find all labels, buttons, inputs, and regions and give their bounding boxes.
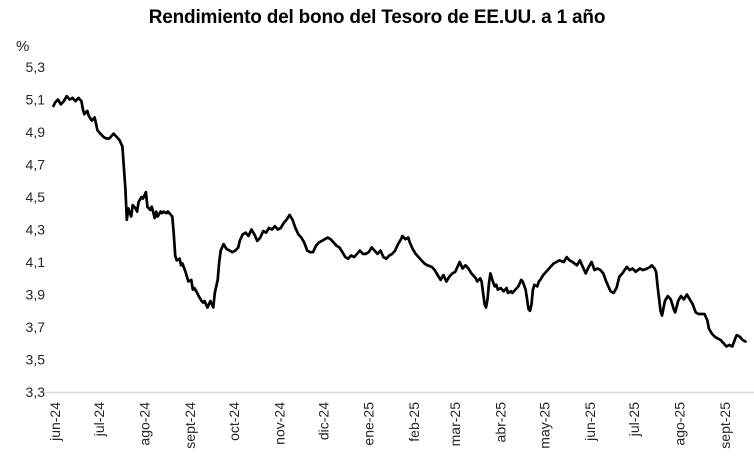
y-tick-label: 3,7 (26, 319, 46, 335)
x-tick-label: ago-24 (136, 402, 152, 446)
y-tick-label: 4,3 (26, 222, 46, 238)
y-tick-label: 4,7 (26, 157, 46, 173)
y-tick-label: 4,9 (26, 124, 46, 140)
chart-title: Rendimiento del bono del Tesoro de EE.UU… (148, 7, 606, 28)
x-tick-label: dic-24 (315, 402, 331, 440)
treasury-yield-line (52, 94, 747, 348)
x-tick-label: oct-24 (226, 402, 242, 441)
y-tick-label: 4,1 (26, 254, 46, 270)
y-axis-unit-label: % (16, 38, 30, 55)
x-tick-label: jun-24 (47, 402, 63, 442)
y-tick-label: 3,5 (26, 352, 46, 368)
x-tick-label: jul-24 (91, 402, 107, 437)
y-tick-label: 3,9 (26, 287, 46, 303)
y-tick-label: 5,1 (26, 92, 46, 108)
x-tick-label: jul-25 (626, 402, 642, 437)
x-tick-label: mar-25 (447, 402, 463, 447)
y-tick-label: 3,3 (26, 384, 46, 400)
x-tick-label: ago-25 (672, 402, 688, 446)
x-tick-label: abr-25 (493, 402, 509, 443)
x-tick-label: ene-25 (361, 402, 377, 446)
x-tick-label: jun-25 (582, 402, 598, 442)
x-tick-label: feb-25 (406, 402, 422, 442)
x-tick-label: sept-24 (182, 402, 198, 449)
y-tick-label: 4,5 (26, 189, 46, 205)
x-tick-label: may-25 (537, 402, 553, 449)
y-tick-label: 5,3 (26, 59, 46, 75)
x-tick-label: nov-24 (271, 402, 287, 445)
x-tick-label: sept-25 (717, 402, 733, 449)
